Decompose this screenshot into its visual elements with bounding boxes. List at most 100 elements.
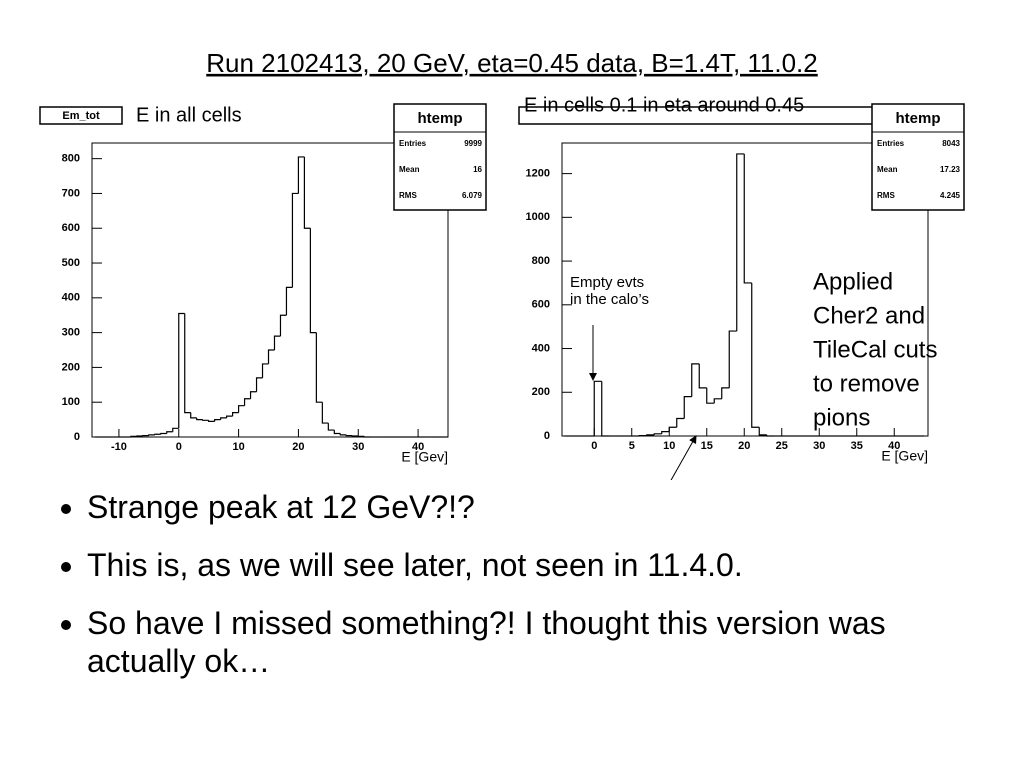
plot-frame: [91, 142, 449, 438]
histogram-bin: [736, 153, 745, 332]
histogram-bin: [676, 417, 685, 428]
y-tick-label: 1200: [526, 168, 550, 180]
chart-title: E in all cells: [136, 104, 242, 126]
x-tick-label: 25: [776, 440, 788, 452]
histogram-bin: [184, 313, 191, 414]
stats-label: RMS: [877, 191, 895, 200]
histogram-bin: [646, 434, 655, 436]
stats-value: 4.245: [940, 191, 961, 200]
slide-title: Run 2102413, 20 GeV, eta=0.45 data, B=1.…: [206, 48, 818, 78]
plot-frame: [561, 142, 929, 437]
annotation: Empty evts: [570, 274, 644, 291]
histogram-bin: [345, 434, 353, 437]
stats-label: Mean: [399, 165, 420, 174]
bullets: Strange peak at 12 GeV?!? This is, as we…: [40, 488, 917, 700]
histogram-bin: [333, 430, 341, 435]
histogram-bin: [267, 349, 275, 364]
y-tick-label: 200: [62, 361, 80, 373]
histogram-bin: [309, 228, 317, 334]
histogram-bin: [202, 419, 209, 421]
histogram-bin: [226, 415, 233, 418]
histogram-bin: [728, 330, 737, 388]
x-tick-label: 20: [738, 440, 750, 452]
arrow: [670, 435, 697, 480]
histogram-bin: [261, 363, 269, 378]
stats-value: 17.23: [940, 165, 961, 174]
y-tick-label: 300: [62, 327, 80, 339]
histogram-bin: [593, 380, 602, 436]
x-tick-label: 15: [701, 440, 713, 452]
histogram-bin: [273, 335, 281, 351]
histogram-bin: [196, 417, 203, 421]
histogram-bin: [691, 363, 700, 397]
histogram-bin: [321, 402, 329, 424]
histogram-bin: [713, 398, 722, 404]
histogram-bin: [291, 192, 299, 288]
histogram-bin: [243, 398, 251, 406]
x-tick-label: 0: [591, 440, 597, 452]
histogram-bin: [208, 420, 215, 422]
histogram-bin: [172, 427, 179, 432]
histogram-bin: [315, 332, 323, 403]
stats-value: 16: [473, 165, 482, 174]
stats-title: htemp: [896, 110, 941, 127]
x-axis-label: E [Gev]: [881, 448, 928, 464]
x-tick-label: 0: [176, 441, 182, 453]
x-tick-label: 20: [292, 441, 304, 453]
y-tick-label: 700: [62, 187, 80, 199]
name-box: [39, 106, 123, 125]
stats-label: Mean: [877, 165, 898, 174]
x-tick-label: 40: [412, 441, 424, 453]
histogram-bin: [668, 426, 677, 432]
y-tick-label: 600: [62, 222, 80, 234]
histogram-bin: [751, 282, 760, 428]
x-tick-label: 5: [629, 440, 635, 452]
histogram-bin: [214, 419, 221, 422]
histogram-bin: [130, 435, 137, 437]
histogram-bin: [166, 431, 173, 434]
histogram-bin: [758, 427, 767, 436]
histogram-bin: [303, 156, 311, 229]
histogram-bin: [237, 405, 245, 413]
y-tick-label: 400: [62, 292, 80, 304]
histogram-bin: [232, 412, 239, 417]
y-tick-label: 800: [62, 153, 80, 165]
bullet: So have I missed something?! I thought t…: [87, 604, 917, 680]
x-axis-label: E [Gev]: [401, 449, 448, 465]
histogram-bin: [721, 387, 730, 399]
hist-name: Em_tot: [62, 110, 100, 122]
histogram-bin: [363, 436, 371, 438]
histogram-bin: [279, 314, 287, 337]
histogram-bin: [339, 433, 347, 436]
annotation: to remove: [813, 370, 920, 397]
y-tick-label: 1000: [526, 211, 550, 223]
stats-value: 6.079: [462, 191, 483, 200]
bullet: This is, as we will see later, not seen …: [87, 546, 917, 584]
annotation: pions: [813, 404, 870, 431]
x-tick-label: 30: [813, 440, 825, 452]
bullet: Strange peak at 12 GeV?!?: [87, 488, 917, 526]
y-tick-label: 500: [62, 257, 80, 269]
x-tick-label: -10: [111, 441, 127, 453]
histogram-bin: [766, 434, 775, 437]
stats-value: 9999: [464, 139, 482, 148]
histogram-bin: [661, 431, 670, 434]
y-tick-label: 0: [74, 431, 80, 443]
chart-title: E in cells 0.1 in eta around 0.45: [524, 94, 804, 116]
stats-value: 8043: [942, 139, 960, 148]
y-tick-label: 0: [544, 430, 550, 442]
x-tick-label: 10: [663, 440, 675, 452]
histogram-bin: [683, 396, 692, 419]
stats-label: RMS: [399, 191, 417, 200]
histogram-bin: [285, 286, 293, 316]
histogram-bin: [743, 153, 752, 284]
histogram-bin: [255, 377, 263, 392]
x-tick-label: 30: [352, 441, 364, 453]
histogram-bin: [327, 423, 335, 431]
histogram-bin: [148, 434, 155, 436]
histogram-bin: [220, 417, 227, 420]
histogram-bin: [178, 312, 185, 429]
histogram-bin: [297, 156, 305, 194]
y-tick-label: 600: [532, 299, 550, 311]
